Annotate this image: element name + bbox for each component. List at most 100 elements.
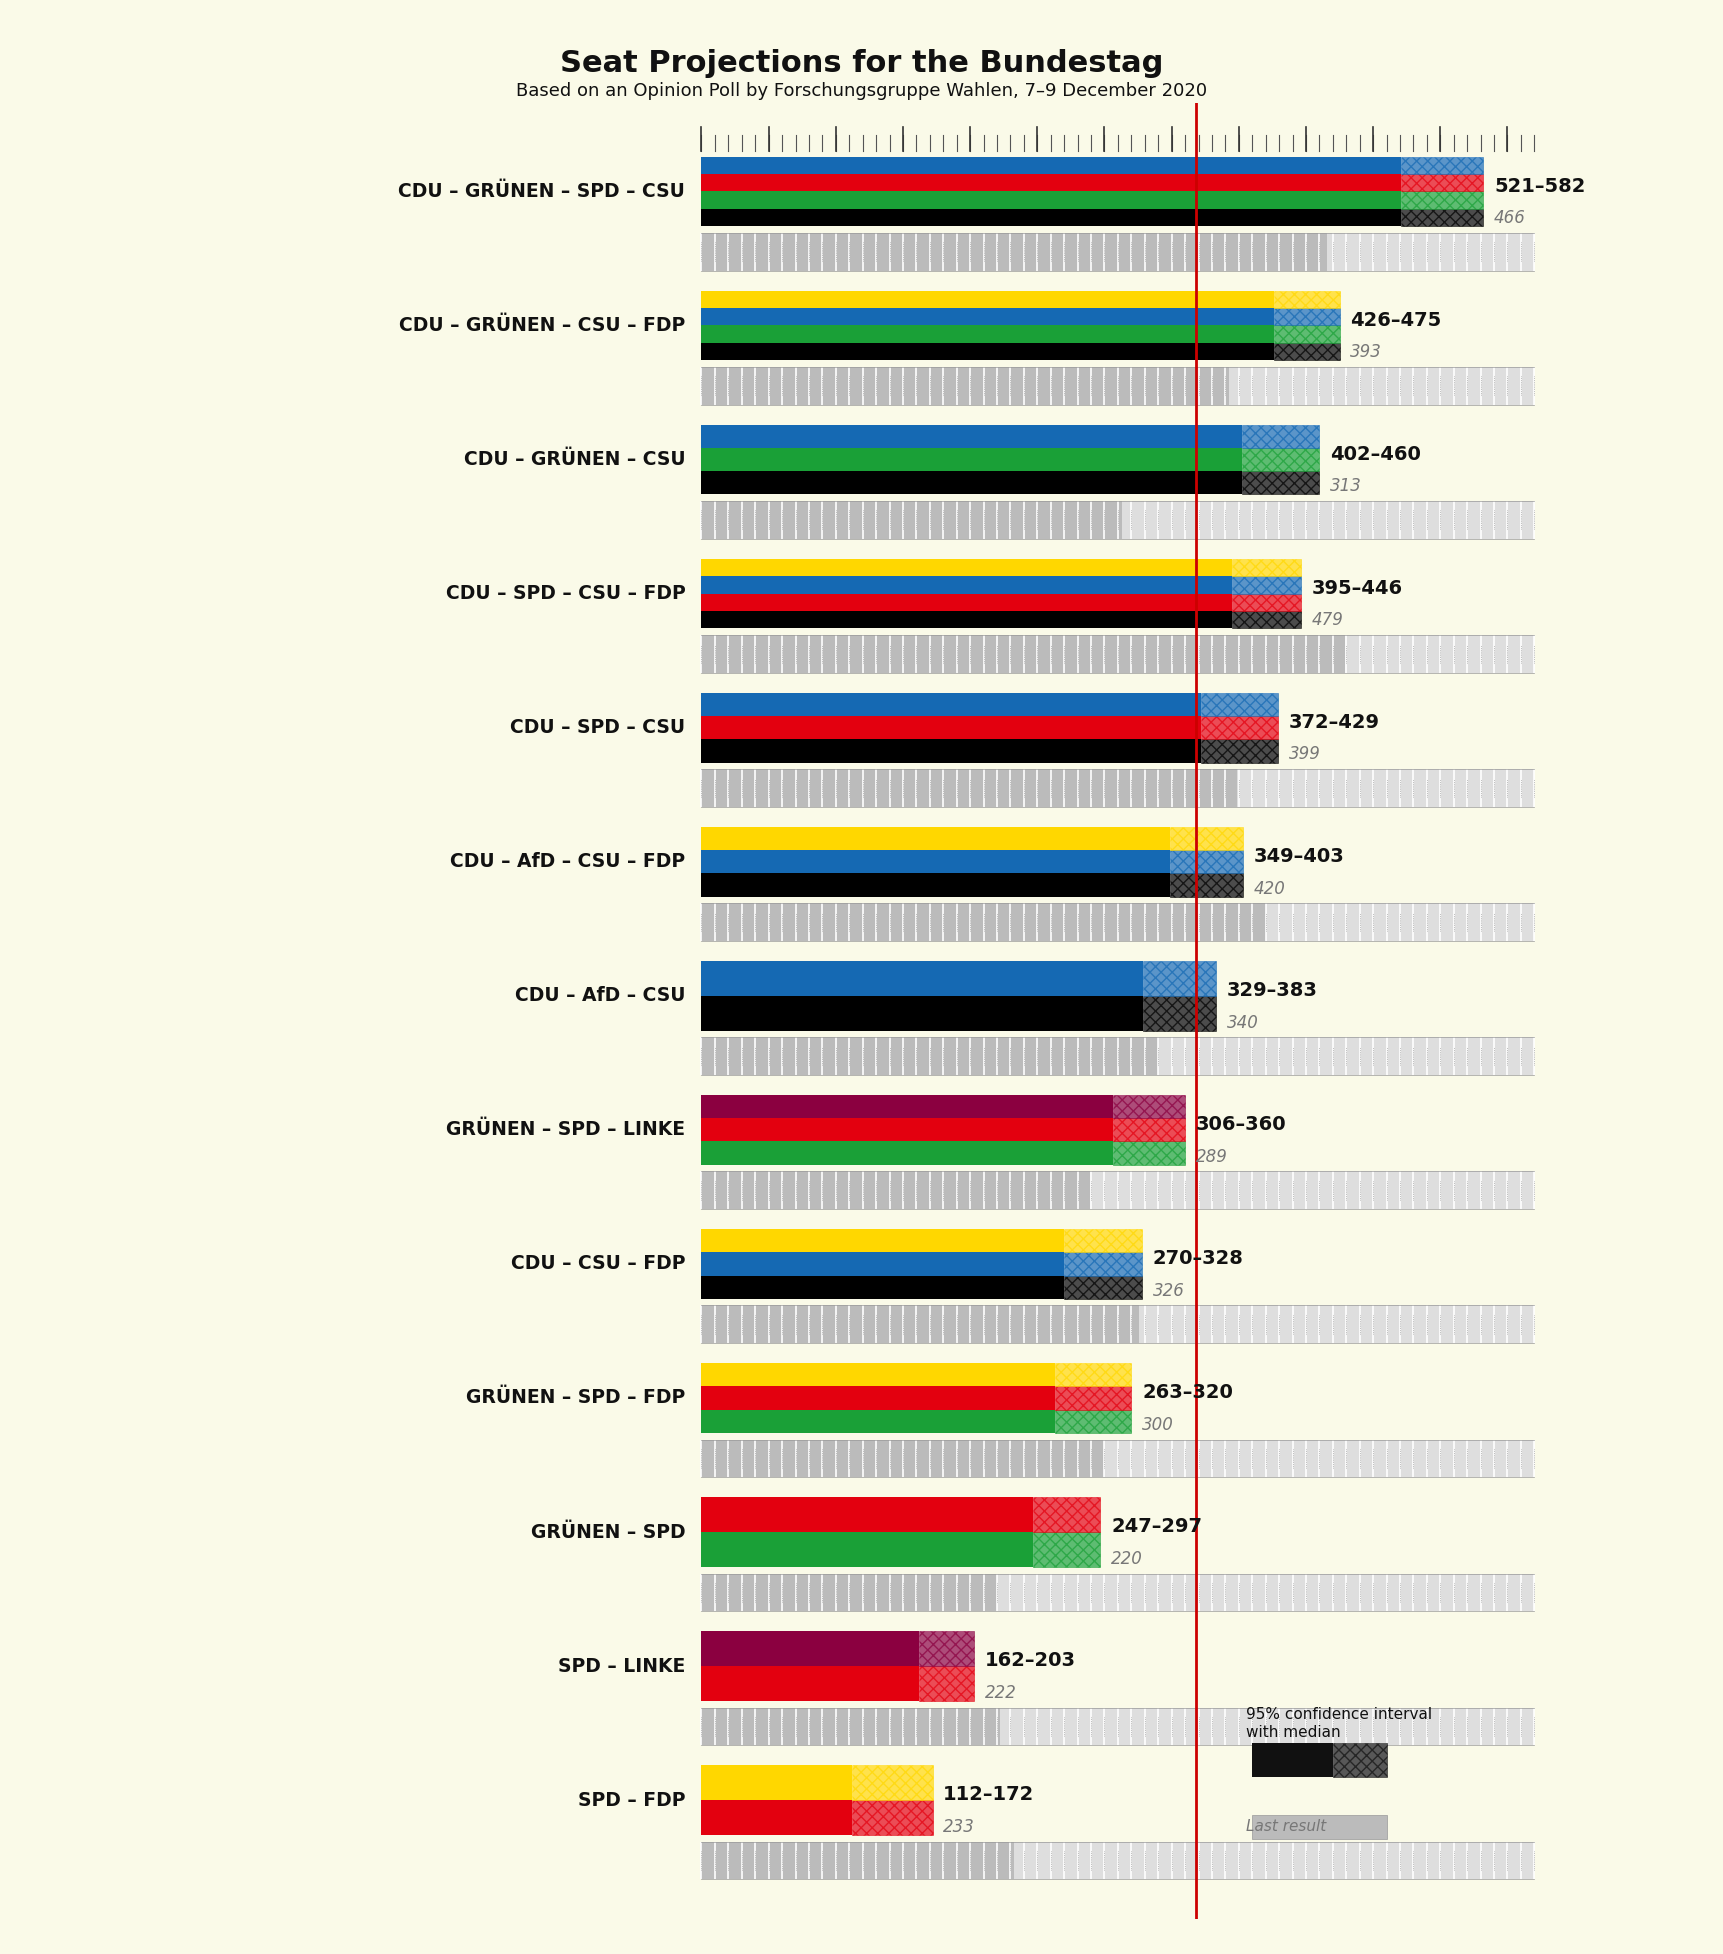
Bar [1401, 156, 1482, 174]
Text: CDU – AfD – CSU – FDP: CDU – AfD – CSU – FDP [450, 852, 686, 871]
Bar [918, 1632, 973, 1667]
Bar [701, 156, 1401, 174]
Bar [1063, 1253, 1141, 1276]
Bar [1241, 447, 1318, 471]
Bar [1201, 739, 1277, 762]
Bar [1170, 873, 1242, 897]
Bar [1201, 694, 1277, 715]
Bar [1273, 326, 1339, 342]
Bar [1401, 156, 1482, 174]
Bar [851, 1800, 932, 1835]
Bar [701, 367, 1533, 404]
Text: 326: 326 [1153, 1282, 1184, 1299]
Bar [1251, 1743, 1332, 1776]
Text: 270–328: 270–328 [1153, 1249, 1242, 1268]
Text: GRÜNEN – SPD – LINKE: GRÜNEN – SPD – LINKE [446, 1120, 686, 1139]
Bar [1170, 827, 1242, 850]
Bar [1232, 612, 1299, 629]
Text: 263–320: 263–320 [1141, 1383, 1232, 1403]
Bar [701, 770, 1237, 807]
Bar [1241, 447, 1318, 471]
Bar [701, 903, 1533, 940]
Text: SPD – LINKE: SPD – LINKE [558, 1657, 686, 1677]
Bar [701, 367, 1228, 404]
Bar [1401, 209, 1482, 227]
Bar [701, 1632, 918, 1667]
Text: CDU – SPD – CSU – FDP: CDU – SPD – CSU – FDP [445, 584, 686, 604]
Bar [701, 233, 1327, 270]
Text: 247–297: 247–297 [1111, 1516, 1201, 1536]
Bar [1232, 559, 1299, 576]
Bar [1063, 1276, 1141, 1299]
Text: 306–360: 306–360 [1196, 1116, 1285, 1133]
Text: CDU – AfD – CSU: CDU – AfD – CSU [515, 987, 686, 1004]
Bar [1111, 1118, 1184, 1141]
Text: CDU – GRÜNEN – CSU – FDP: CDU – GRÜNEN – CSU – FDP [398, 317, 686, 334]
Bar [701, 191, 1401, 209]
Bar [701, 500, 1533, 539]
Text: 300: 300 [1141, 1417, 1173, 1434]
Bar [1142, 961, 1215, 997]
Bar [1273, 309, 1339, 326]
Bar [701, 1800, 851, 1835]
Bar [701, 1573, 1533, 1612]
Bar [1241, 471, 1318, 494]
Bar [1232, 594, 1299, 612]
Bar [701, 1253, 1063, 1276]
Bar [1273, 326, 1339, 342]
Text: 393: 393 [1349, 344, 1382, 361]
Bar [701, 1440, 1533, 1477]
Bar [1241, 471, 1318, 494]
Bar [701, 1667, 918, 1700]
Text: 222: 222 [984, 1684, 1017, 1702]
Bar [851, 1764, 932, 1800]
Bar [1401, 174, 1482, 191]
Text: CDU – GRÜNEN – CSU: CDU – GRÜNEN – CSU [463, 449, 686, 469]
Bar [701, 424, 1241, 447]
Bar [1401, 191, 1482, 209]
Bar [701, 1497, 1032, 1532]
Text: Seat Projections for the Bundestag: Seat Projections for the Bundestag [560, 49, 1163, 78]
Text: GRÜNEN – SPD – FDP: GRÜNEN – SPD – FDP [465, 1389, 686, 1407]
Text: 399: 399 [1287, 746, 1320, 764]
Bar [1111, 1094, 1184, 1118]
Bar [701, 559, 1232, 576]
Bar [1170, 850, 1242, 873]
Bar [701, 309, 1273, 326]
Bar [851, 1764, 932, 1800]
Bar [1201, 694, 1277, 715]
Bar [1054, 1385, 1130, 1409]
Text: 340: 340 [1227, 1014, 1258, 1032]
Text: 95% confidence interval
with median: 95% confidence interval with median [1244, 1708, 1430, 1739]
Text: CDU – GRÜNEN – SPD – CSU: CDU – GRÜNEN – SPD – CSU [398, 182, 686, 201]
Text: 521–582: 521–582 [1494, 176, 1585, 195]
Bar [701, 1764, 851, 1800]
Bar [701, 1708, 999, 1745]
Bar [1032, 1532, 1099, 1567]
Bar [701, 1141, 1111, 1165]
Text: 313: 313 [1330, 477, 1361, 496]
Bar [1232, 576, 1299, 594]
Text: 349–403: 349–403 [1253, 846, 1344, 866]
Bar [1142, 997, 1215, 1030]
Text: 233: 233 [942, 1817, 975, 1837]
Bar [701, 326, 1273, 342]
Bar [1054, 1409, 1130, 1432]
Bar [701, 174, 1401, 191]
Bar [851, 1800, 932, 1835]
Bar [918, 1632, 973, 1667]
Bar [1401, 191, 1482, 209]
Text: CDU – SPD – CSU: CDU – SPD – CSU [510, 719, 686, 737]
Bar [1273, 291, 1339, 309]
Bar [701, 961, 1142, 997]
Bar [1032, 1532, 1099, 1567]
Bar [701, 233, 1533, 270]
Bar [1111, 1141, 1184, 1165]
Text: 329–383: 329–383 [1227, 981, 1316, 1000]
Text: 426–475: 426–475 [1349, 311, 1440, 330]
Text: SPD – FDP: SPD – FDP [577, 1790, 686, 1809]
Bar [701, 1305, 1533, 1342]
Bar [701, 1170, 1533, 1210]
Bar [701, 500, 1122, 539]
Bar [1232, 559, 1299, 576]
